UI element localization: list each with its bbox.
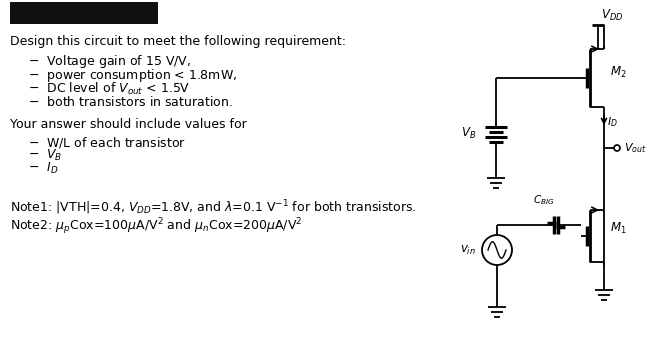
Text: $V_{out}$: $V_{out}$	[624, 141, 647, 155]
Text: $-$  $I_D$: $-$ $I_D$	[28, 161, 59, 176]
Text: $-$  Voltage gain of 15 V/V,: $-$ Voltage gain of 15 V/V,	[28, 53, 191, 70]
Text: $C_{BIG}$: $C_{BIG}$	[533, 193, 554, 207]
Text: $V_B$: $V_B$	[461, 126, 476, 141]
Text: $V_{DD}$: $V_{DD}$	[601, 8, 623, 23]
Text: $-$  W/L of each transistor: $-$ W/L of each transistor	[28, 135, 186, 150]
Text: Note1: |VTH|=0.4, $V_{DD}$=1.8V, and $\lambda$=0.1 V$^{-1}$ for both transistors: Note1: |VTH|=0.4, $V_{DD}$=1.8V, and $\l…	[10, 198, 416, 216]
Text: $-$  DC level of $V_{out}$ < 1.5V: $-$ DC level of $V_{out}$ < 1.5V	[28, 81, 191, 97]
Text: $I_D$: $I_D$	[607, 115, 618, 129]
Text: Note2: $\mu_p$Cox=100$\mu$A/V$^2$ and $\mu_n$Cox=200$\mu$A/V$^2$: Note2: $\mu_p$Cox=100$\mu$A/V$^2$ and $\…	[10, 216, 302, 237]
Text: $M_2$: $M_2$	[610, 64, 626, 80]
Text: Design this circuit to meet the following requirement:: Design this circuit to meet the followin…	[10, 35, 346, 48]
Bar	[10, 2, 158, 24]
Text: $-$  power consumption < 1.8mW,: $-$ power consumption < 1.8mW,	[28, 67, 237, 84]
Text: $-$  both transistors in saturation.: $-$ both transistors in saturation.	[28, 95, 233, 109]
Text: $M_1$: $M_1$	[610, 221, 626, 236]
Text: $v_{in}$: $v_{in}$	[460, 244, 476, 256]
Text: Your answer should include values for: Your answer should include values for	[10, 118, 247, 131]
Text: $-$  $V_B$: $-$ $V_B$	[28, 148, 63, 163]
